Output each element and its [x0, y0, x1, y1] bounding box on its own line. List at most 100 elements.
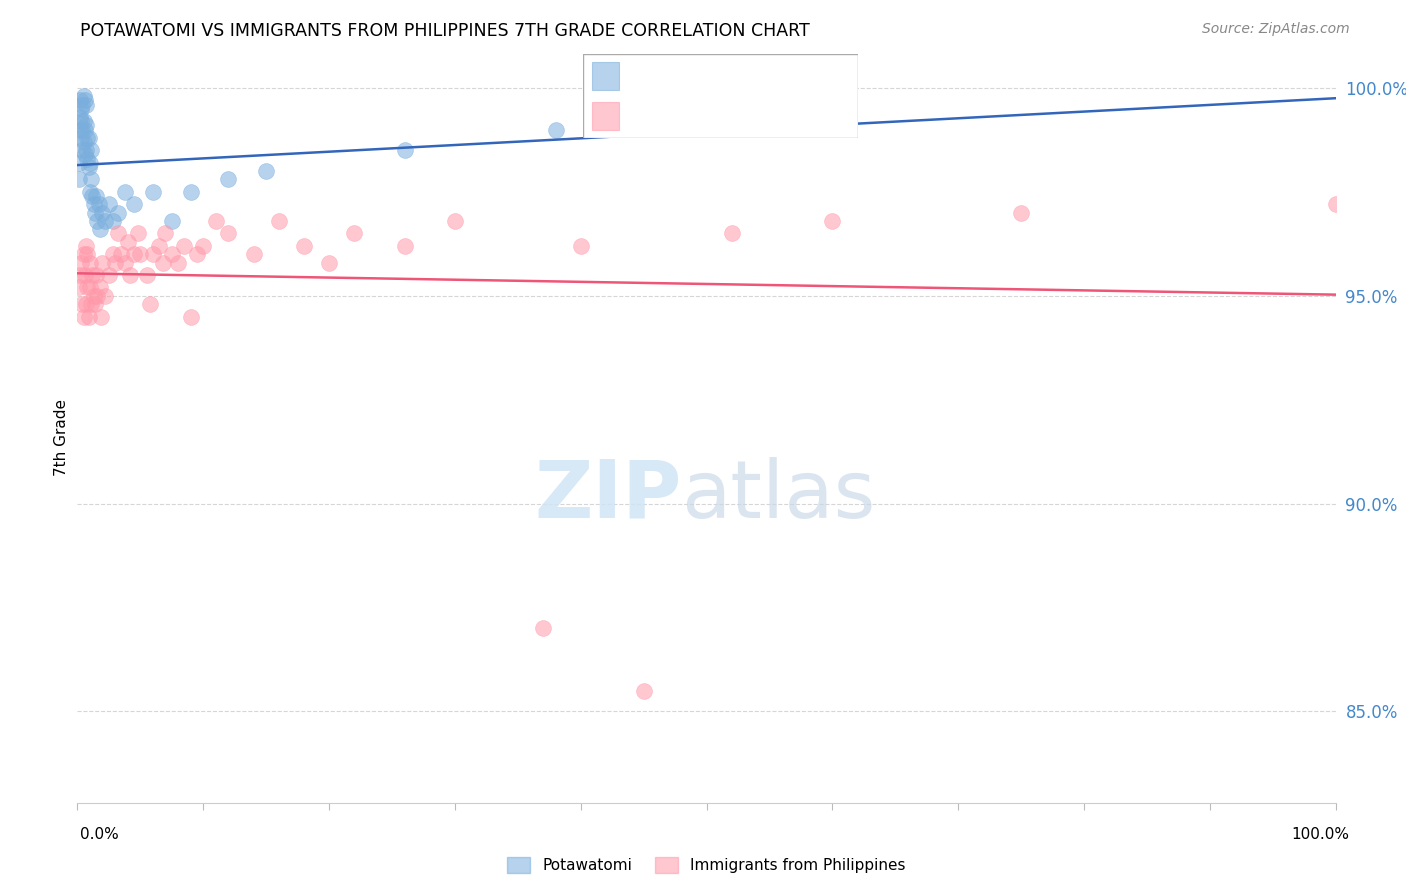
Point: [67, 172, 90, 186]
Point: [544, 122, 567, 136]
Point: [394, 239, 416, 253]
Point: [254, 164, 277, 178]
Point: [204, 214, 226, 228]
Point: [69, 110, 91, 124]
Point: [1010, 205, 1032, 219]
Point: [76, 280, 98, 294]
Point: [122, 247, 145, 261]
Point: [821, 81, 844, 95]
Point: [80, 172, 103, 186]
Point: [72, 144, 94, 158]
Point: [94, 289, 117, 303]
Point: [72, 97, 94, 112]
Point: [267, 214, 290, 228]
Point: [69, 122, 91, 136]
Text: 0.0%: 0.0%: [80, 827, 120, 841]
Point: [70, 114, 93, 128]
Point: [569, 239, 592, 253]
Point: [84, 189, 107, 203]
Point: [77, 160, 100, 174]
Text: Source: ZipAtlas.com: Source: ZipAtlas.com: [1202, 22, 1350, 37]
Point: [217, 227, 239, 241]
Point: [72, 310, 94, 324]
Point: [104, 255, 127, 269]
Point: [129, 247, 152, 261]
Point: [80, 144, 103, 158]
Point: [86, 214, 108, 228]
Text: atlas: atlas: [682, 457, 876, 534]
Point: [76, 247, 98, 261]
Point: [107, 227, 129, 241]
Point: [70, 255, 93, 269]
Point: [91, 205, 114, 219]
Point: [343, 227, 366, 241]
Point: [73, 147, 96, 161]
Point: [110, 247, 132, 261]
Point: [101, 247, 124, 261]
Point: [84, 268, 107, 282]
Point: [242, 247, 264, 261]
Point: [191, 239, 215, 253]
Point: [91, 255, 114, 269]
Point: [101, 214, 124, 228]
Point: [75, 119, 97, 133]
Point: [82, 268, 104, 282]
Text: R = 0.376: R = 0.376: [627, 69, 704, 84]
Point: [186, 247, 208, 261]
Y-axis label: 7th Grade: 7th Grade: [53, 399, 69, 475]
Point: [152, 255, 174, 269]
Point: [67, 155, 90, 169]
Point: [1324, 197, 1347, 211]
Point: [97, 197, 120, 211]
Legend: Potawatomi, Immigrants from Philippines: Potawatomi, Immigrants from Philippines: [501, 851, 912, 880]
Point: [120, 268, 142, 282]
Point: [69, 268, 91, 282]
Point: [73, 94, 96, 108]
Point: [127, 227, 149, 241]
Point: [90, 310, 112, 324]
Point: [86, 289, 108, 303]
Text: ZIP: ZIP: [534, 457, 682, 534]
Point: [160, 247, 183, 261]
Point: [79, 255, 101, 269]
Point: [173, 239, 195, 253]
Point: [72, 122, 94, 136]
Text: POTAWATOMI VS IMMIGRANTS FROM PHILIPPINES 7TH GRADE CORRELATION CHART: POTAWATOMI VS IMMIGRANTS FROM PHILIPPINE…: [80, 22, 810, 40]
Point: [89, 222, 111, 236]
Point: [76, 131, 98, 145]
Point: [97, 268, 120, 282]
Point: [139, 297, 162, 311]
Point: [77, 310, 100, 324]
Point: [83, 197, 105, 211]
Point: [72, 89, 94, 103]
Point: [83, 289, 105, 303]
Point: [122, 197, 145, 211]
Point: [76, 152, 98, 166]
Point: [114, 185, 136, 199]
Point: [87, 197, 110, 211]
Point: [217, 172, 239, 186]
Point: [70, 102, 93, 116]
Point: [155, 227, 177, 241]
FancyBboxPatch shape: [583, 54, 858, 138]
Point: [89, 280, 111, 294]
Point: [72, 247, 94, 261]
Point: [180, 310, 202, 324]
Text: 100.0%: 100.0%: [1292, 827, 1350, 841]
Point: [142, 247, 165, 261]
Point: [75, 297, 97, 311]
Point: [135, 268, 157, 282]
Point: [67, 280, 90, 294]
Point: [821, 214, 844, 228]
Point: [444, 214, 467, 228]
Bar: [592, 62, 619, 90]
Point: [69, 94, 91, 108]
Point: [394, 144, 416, 158]
Point: [107, 205, 129, 219]
Point: [84, 205, 107, 219]
Point: [318, 255, 340, 269]
Text: N = 50: N = 50: [754, 69, 811, 84]
Point: [633, 683, 655, 698]
Point: [167, 255, 190, 269]
Text: N = 63: N = 63: [754, 108, 811, 123]
